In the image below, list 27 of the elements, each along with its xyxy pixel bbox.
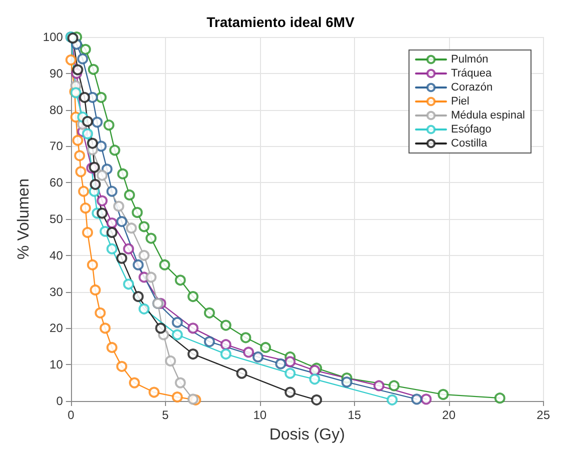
x-tick-label: 20 <box>442 408 456 422</box>
x-tick-label: 5 <box>162 408 170 422</box>
y-tick-label: 10 <box>50 358 64 372</box>
x-tick-label: 25 <box>536 408 550 422</box>
y-tick-label: 100 <box>42 30 64 44</box>
legend-label: Costilla <box>451 138 488 150</box>
legend-label: Tráquea <box>451 68 492 80</box>
x-tick-label: 10 <box>253 408 267 422</box>
x-tick-label: 0 <box>68 408 75 422</box>
y-tick-label: 80 <box>50 102 64 117</box>
legend-label: Corazón <box>451 82 493 94</box>
y-tick-label: 60 <box>50 176 64 190</box>
y-tick-label: 20 <box>50 321 64 336</box>
x-tick-label: 15 <box>348 408 362 422</box>
y-tick-label: 90 <box>50 66 64 80</box>
x-axis-title: Dosis (Gy) <box>269 426 345 444</box>
y-axis-title: % Volumen <box>16 178 32 260</box>
legend-label: Piel <box>451 96 470 108</box>
y-tick-label: 50 <box>50 212 64 226</box>
chart-title: Tratamiento ideal 6MV <box>206 14 356 30</box>
legend-label: Esófago <box>451 124 492 136</box>
y-tick-label: 30 <box>50 284 64 299</box>
y-tick-label: 70 <box>50 139 64 154</box>
y-tick-label: 0 <box>56 394 64 408</box>
legend-label: Médula espinal <box>451 110 526 122</box>
legend-label: Pulmón <box>451 54 488 66</box>
y-tick-label: 40 <box>50 248 64 262</box>
